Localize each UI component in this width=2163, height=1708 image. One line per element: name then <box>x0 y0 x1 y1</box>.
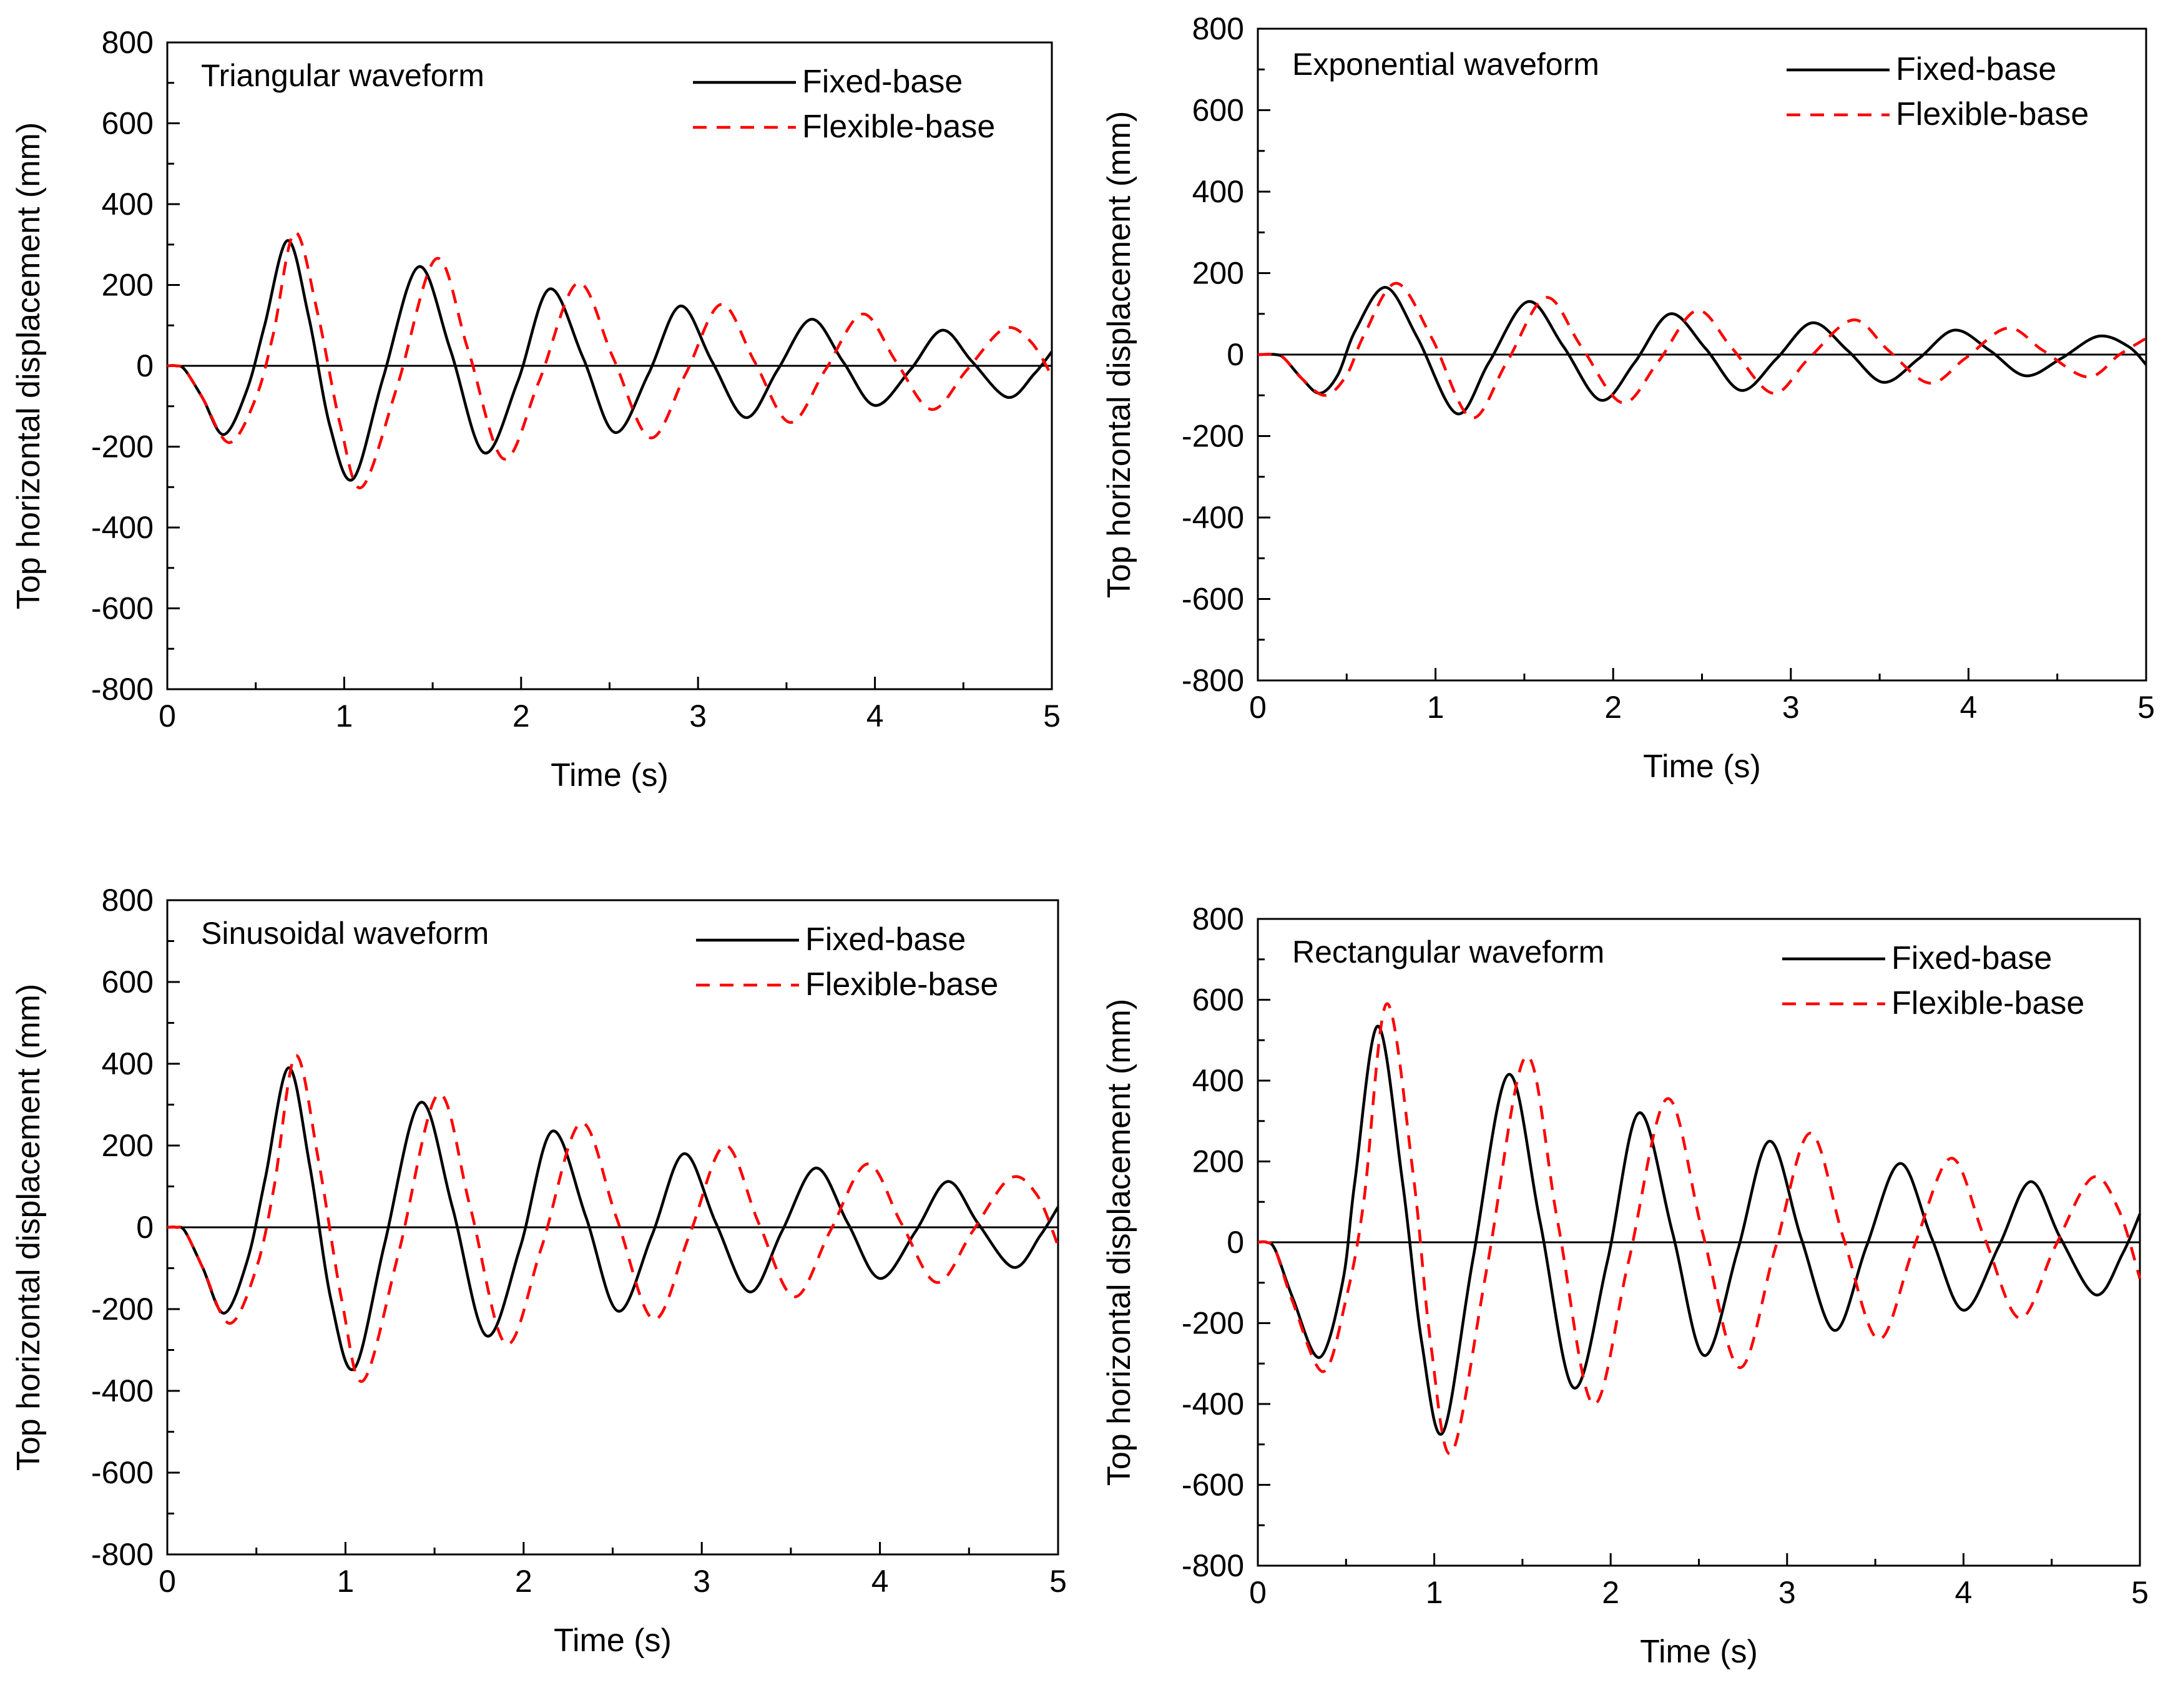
y-tick-label: 400 <box>102 1046 154 1081</box>
y-tick-label: 200 <box>1192 256 1244 291</box>
panel-title: Rectangular waveform <box>1292 935 1604 969</box>
x-tick-label: 1 <box>1427 690 1444 725</box>
y-tick-label: 600 <box>102 106 154 141</box>
y-tick-label: -600 <box>91 591 154 626</box>
series-line-fixed-base <box>167 1066 1059 1372</box>
y-tick-label: -600 <box>1182 1468 1244 1503</box>
x-tick-label: 2 <box>1602 1575 1619 1610</box>
panel-exponential: Exponential waveform Time (s) Top horizo… <box>1101 11 2155 785</box>
y-tick-label: 400 <box>102 187 154 222</box>
y-tick-label: -200 <box>1182 1306 1244 1341</box>
x-tick-label: 0 <box>1249 690 1267 725</box>
y-axis-label: Top horizontal displacement (mm) <box>1101 999 1137 1486</box>
panel-triangular: Triangular waveform Time (s) Top horizon… <box>11 25 1061 793</box>
series-line-flexible-base <box>1257 282 2147 420</box>
y-tick-label: 800 <box>1192 901 1244 936</box>
panel-title: Sinusoidal waveform <box>201 916 489 951</box>
y-tick-label: 0 <box>136 348 154 383</box>
x-tick-label: 4 <box>866 699 884 734</box>
x-tick-label: 3 <box>689 699 707 734</box>
y-tick-label: 800 <box>1192 11 1244 46</box>
x-tick-label: 4 <box>871 1564 889 1599</box>
y-tick-label: 600 <box>1192 93 1244 128</box>
x-axis-label: Time (s) <box>1643 748 1761 785</box>
series-line-flexible-base <box>167 231 1053 489</box>
y-tick-label: -400 <box>1182 1387 1244 1421</box>
x-tick-label: 4 <box>1955 1575 1972 1610</box>
y-tick-label: 600 <box>102 964 154 999</box>
y-tick-label: 400 <box>1192 174 1244 209</box>
y-tick-label: -400 <box>91 1373 154 1408</box>
legend-label-fixed-base: Fixed-base <box>1891 940 2052 976</box>
y-tick-label: -200 <box>1182 419 1244 454</box>
y-axis-label: Top horizontal displacement (mm) <box>1101 111 1137 598</box>
y-tick-label: 400 <box>1192 1063 1244 1098</box>
x-axis-label: Time (s) <box>554 1622 672 1659</box>
x-tick-label: 5 <box>2137 690 2155 725</box>
y-tick-label: -200 <box>91 1292 154 1327</box>
series-line-fixed-base <box>1257 1024 2142 1436</box>
x-axis-label: Time (s) <box>1640 1634 1758 1670</box>
legend-label-flexible-base: Flexible-base <box>1896 96 2089 132</box>
y-tick-label: 0 <box>1227 1225 1244 1260</box>
y-tick-label: 600 <box>1192 983 1244 1018</box>
x-tick-label: 5 <box>2131 1575 2149 1610</box>
x-tick-label: 5 <box>1043 699 1061 734</box>
x-tick-label: 3 <box>693 1564 710 1599</box>
y-tick-label: -800 <box>91 672 154 707</box>
legend-label-fixed-base: Fixed-base <box>1896 51 2056 87</box>
y-tick-label: 0 <box>1227 337 1244 372</box>
y-tick-label: -200 <box>91 429 154 464</box>
series-line-flexible-base <box>1257 1002 2142 1456</box>
legend-label-fixed-base: Fixed-base <box>802 64 963 100</box>
x-tick-label: 3 <box>1782 690 1800 725</box>
y-tick-label: 800 <box>102 25 154 60</box>
y-axis-label: Top horizontal displacement (mm) <box>11 122 47 609</box>
y-tick-label: -600 <box>91 1455 154 1490</box>
legend-label-fixed-base: Fixed-base <box>805 921 966 958</box>
legend-label-flexible-base: Flexible-base <box>1891 985 2084 1021</box>
x-tick-label: 5 <box>1049 1564 1067 1599</box>
x-tick-label: 2 <box>1604 690 1622 725</box>
series-line-fixed-base <box>167 239 1053 482</box>
y-tick-label: 800 <box>102 883 154 918</box>
x-tick-label: 3 <box>1778 1575 1796 1610</box>
x-tick-label: 1 <box>335 699 353 734</box>
panel-sinusoidal: Sinusoidal waveform Time (s) Top horizon… <box>11 883 1067 1659</box>
series-line-fixed-base <box>1257 286 2147 416</box>
series-line-flexible-base <box>167 1054 1060 1383</box>
y-axis-label: Top horizontal displacement (mm) <box>11 984 47 1471</box>
panel-title: Exponential waveform <box>1292 47 1599 82</box>
panel-rectangular: Rectangular waveform Time (s) Top horizo… <box>1101 901 2149 1670</box>
y-tick-label: -800 <box>1182 663 1244 698</box>
x-axis-label: Time (s) <box>551 757 669 793</box>
x-tick-label: 4 <box>1959 690 1977 725</box>
x-tick-label: 2 <box>515 1564 532 1599</box>
y-tick-label: -800 <box>91 1537 154 1572</box>
x-tick-label: 2 <box>513 699 530 734</box>
x-tick-label: 0 <box>159 1564 176 1599</box>
x-tick-label: 1 <box>1426 1575 1443 1610</box>
x-tick-label: 0 <box>159 699 176 734</box>
y-tick-label: 200 <box>102 1128 154 1163</box>
y-tick-label: -400 <box>1182 500 1244 535</box>
x-tick-label: 0 <box>1249 1575 1267 1610</box>
panel-title: Triangular waveform <box>201 58 484 93</box>
y-tick-label: 200 <box>102 268 154 303</box>
legend-label-flexible-base: Flexible-base <box>802 109 995 145</box>
y-tick-label: -600 <box>1182 582 1244 617</box>
y-tick-label: 200 <box>1192 1144 1244 1179</box>
y-tick-label: 0 <box>136 1210 154 1245</box>
legend-label-flexible-base: Flexible-base <box>805 966 998 1003</box>
x-tick-label: 1 <box>336 1564 354 1599</box>
y-tick-label: -800 <box>1182 1548 1244 1583</box>
y-tick-label: -400 <box>91 510 154 545</box>
